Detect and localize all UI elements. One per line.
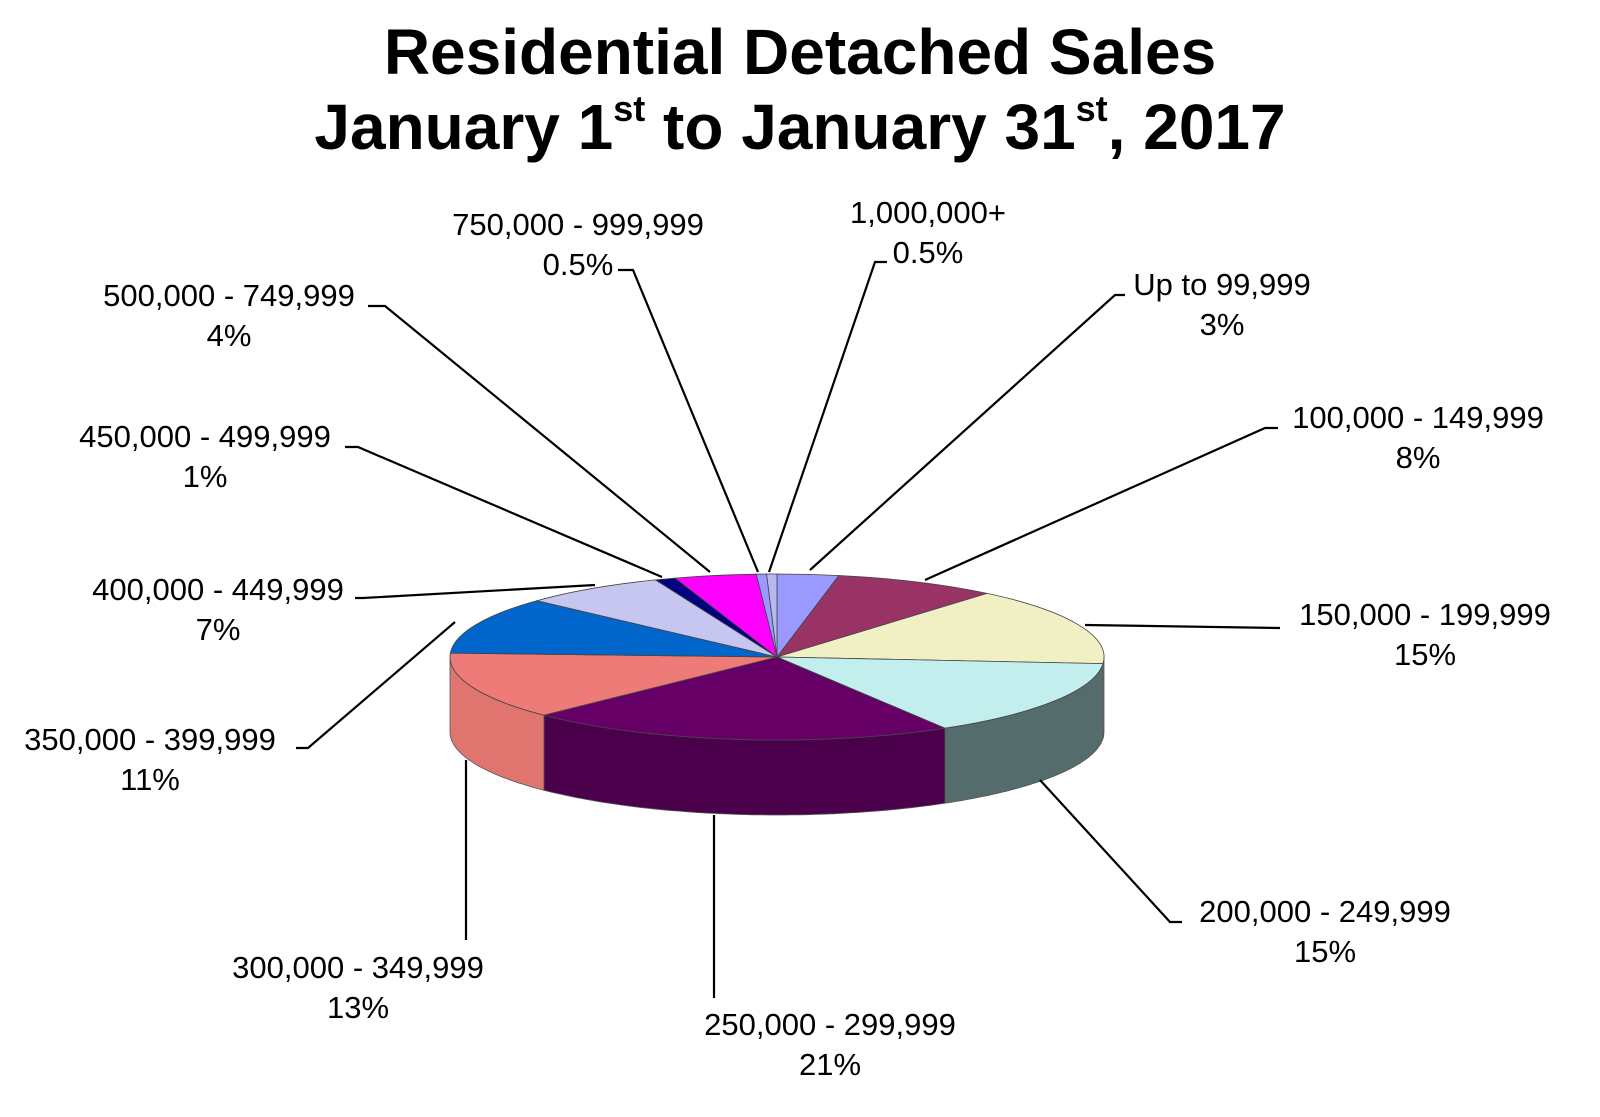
slice-label-name: Up to 99,999 — [1133, 267, 1311, 302]
slice-label-name: 500,000 - 749,999 — [103, 278, 355, 313]
pie-slice — [775, 575, 988, 658]
title-text-part: , 2017 — [1107, 91, 1286, 163]
slice-labels: Up to 99,999 3% 100,000 - 149,999 8% 150,000… — [24, 195, 1551, 1082]
leader-line — [355, 583, 596, 600]
pie-slice — [776, 656, 1104, 729]
pie-slice — [766, 573, 778, 658]
slice-label-name: 100,000 - 149,999 — [1292, 400, 1544, 435]
leader-line — [1084, 623, 1281, 630]
pie-tops — [449, 573, 1105, 741]
chart-title-line2: January 1st to January 31st, 2017 — [0, 91, 1600, 160]
slice-label-name: 400,000 - 449,999 — [92, 572, 344, 607]
slice-label-name: 250,000 - 299,999 — [704, 1007, 956, 1042]
slice-label-name: 350,000 - 399,999 — [24, 722, 276, 757]
title-superscript: st — [613, 88, 646, 129]
slice-label-name: 200,000 - 249,999 — [1199, 894, 1451, 929]
slice-label-name: 1,000,000+ — [850, 195, 1006, 230]
leader-line — [924, 426, 1278, 582]
chart-title-line1: Residential Detached Sales — [383, 16, 1217, 88]
leader-line — [618, 268, 760, 573]
slice-label-percent: 1% — [183, 459, 228, 494]
title-superscript: st — [1075, 88, 1108, 129]
slice-label-name: 450,000 - 499,999 — [79, 419, 331, 454]
leader-line — [809, 293, 1125, 571]
leader-line — [296, 621, 456, 750]
pie-slice — [543, 656, 947, 741]
slice-label-name: 150,000 - 199,999 — [1299, 597, 1551, 632]
slice-label-percent: 4% — [207, 318, 252, 353]
pie-sides — [449, 657, 1105, 816]
leader-line — [1039, 779, 1182, 924]
slice-label-percent: 0.5% — [893, 235, 964, 270]
leader-line — [368, 304, 711, 573]
slice-label-percent: 0.5% — [543, 247, 614, 282]
slice-label-percent: 8% — [1396, 440, 1441, 475]
title-text-part: to January 31 — [645, 91, 1076, 163]
slice-label-name: 750,000 - 999,999 — [452, 207, 704, 242]
leader-line — [345, 445, 663, 579]
pie-slice — [449, 600, 778, 658]
slice-label-percent: 15% — [1394, 637, 1456, 672]
slice-label-percent: 15% — [1294, 934, 1356, 969]
slice-label-percent: 21% — [799, 1047, 861, 1082]
slice-label-percent: 13% — [327, 990, 389, 1025]
slice-label-percent: 3% — [1200, 307, 1245, 342]
title-text-part: January 1 — [314, 91, 614, 163]
pie-slice — [776, 592, 1105, 665]
slice-label-percent: 11% — [120, 762, 180, 797]
pie-slice — [536, 579, 778, 658]
leader-line — [767, 260, 887, 573]
slice-label-name: 300,000 - 349,999 — [232, 950, 484, 985]
slice-label-percent: 7% — [196, 612, 241, 647]
pie-slice — [449, 652, 778, 716]
